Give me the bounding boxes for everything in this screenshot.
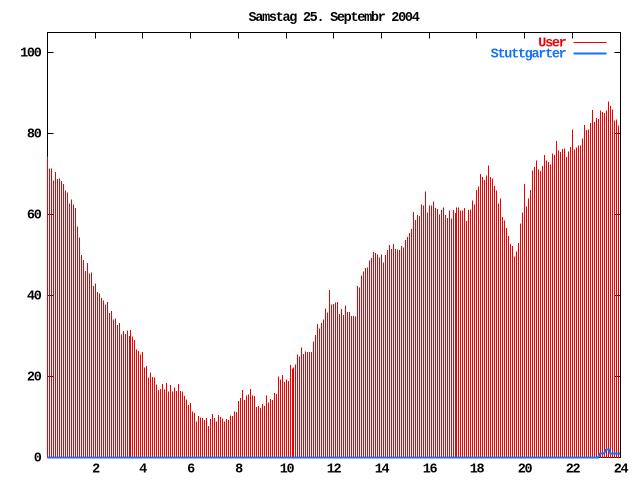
svg-text:80: 80	[27, 128, 42, 143]
svg-text:0: 0	[34, 452, 42, 467]
svg-text:User: User	[538, 37, 566, 52]
svg-text:10: 10	[280, 463, 295, 478]
svg-text:22: 22	[566, 463, 581, 478]
svg-text:24: 24	[614, 463, 629, 478]
svg-text:6: 6	[187, 463, 195, 478]
svg-text:20: 20	[27, 371, 42, 386]
svg-text:12: 12	[327, 463, 342, 478]
svg-text:4: 4	[139, 463, 147, 478]
svg-text:40: 40	[27, 290, 42, 305]
svg-text:2: 2	[92, 463, 100, 478]
svg-text:16: 16	[423, 463, 438, 478]
svg-text:20: 20	[518, 463, 533, 478]
svg-text:8: 8	[235, 463, 243, 478]
svg-text:Stuttgarter: Stuttgarter	[491, 48, 567, 63]
svg-text:60: 60	[27, 209, 42, 224]
svg-text:14: 14	[375, 463, 390, 478]
svg-text:100: 100	[20, 47, 42, 62]
svg-text:18: 18	[470, 463, 485, 478]
svg-text:Samstag 25. Septembr 2004: Samstag 25. Septembr 2004	[248, 11, 419, 26]
